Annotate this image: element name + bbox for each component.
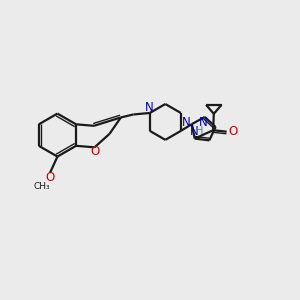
Text: N: N bbox=[199, 116, 208, 129]
Text: O: O bbox=[229, 124, 238, 138]
Text: H: H bbox=[196, 126, 203, 136]
Text: N: N bbox=[189, 125, 198, 139]
Text: O: O bbox=[91, 145, 100, 158]
Text: N: N bbox=[182, 116, 191, 129]
Text: N: N bbox=[145, 101, 154, 114]
Text: O: O bbox=[45, 171, 55, 184]
Text: CH₃: CH₃ bbox=[33, 182, 50, 190]
